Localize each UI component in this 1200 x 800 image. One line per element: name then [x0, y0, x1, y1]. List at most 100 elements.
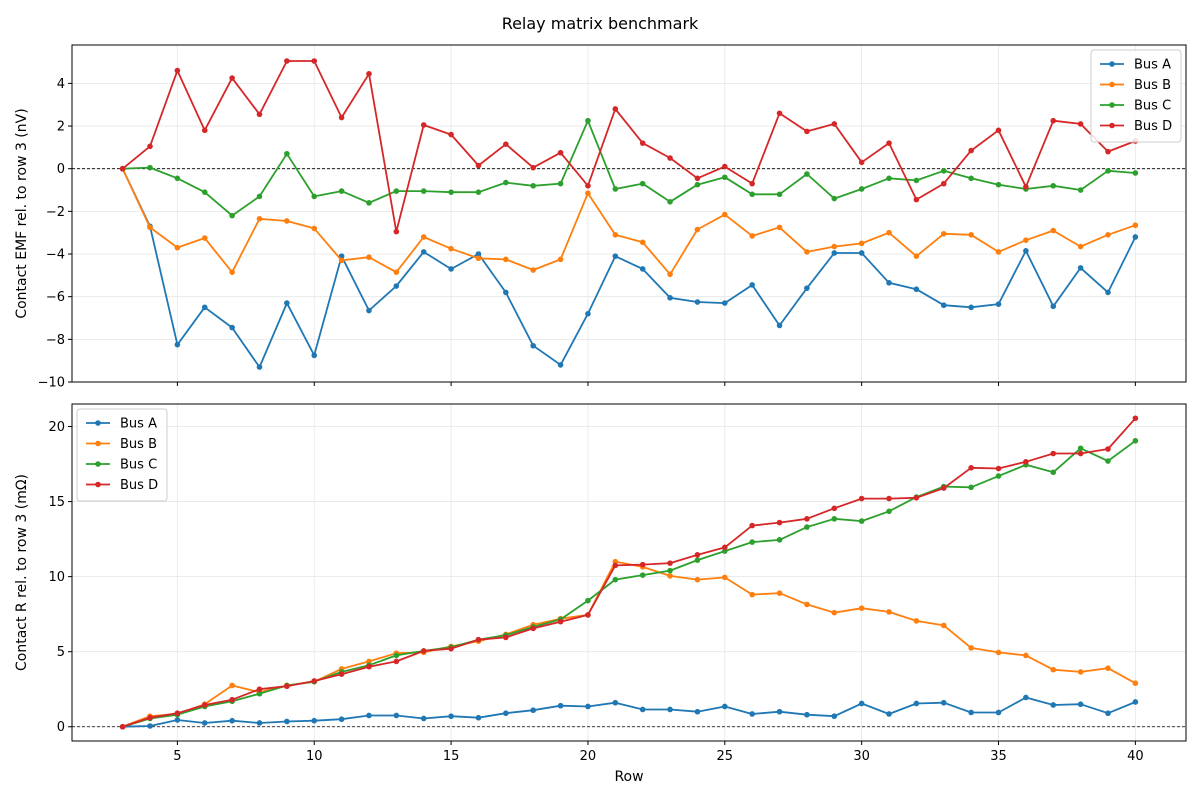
data-point [366, 663, 372, 670]
data-point [1050, 303, 1057, 310]
data-point [639, 180, 646, 187]
data-point [503, 141, 509, 147]
data-point [256, 364, 263, 370]
data-point [1132, 680, 1139, 687]
data-point [1050, 450, 1057, 457]
data-point [749, 180, 755, 187]
x-tick-label: 20 [580, 749, 597, 764]
data-point [530, 182, 537, 189]
series-line-bus-b [122, 560, 1136, 728]
legend-marker [1109, 122, 1115, 129]
data-point [639, 239, 646, 246]
data-point [1050, 469, 1057, 476]
data-point [721, 703, 728, 710]
data-point [1105, 148, 1111, 155]
data-point [366, 70, 372, 77]
data-point [968, 645, 974, 651]
data-point [1132, 170, 1139, 176]
data-point [831, 609, 838, 616]
data-point [694, 175, 701, 182]
data-point [311, 717, 318, 724]
data-point [1077, 445, 1084, 452]
data-point [448, 713, 454, 720]
data-point [913, 618, 920, 624]
data-point [174, 175, 181, 182]
data-point [475, 255, 482, 262]
data-point [995, 249, 1002, 255]
data-point [311, 193, 318, 200]
data-point [284, 218, 290, 224]
data-point [776, 590, 783, 596]
data-point [694, 557, 701, 563]
data-point [721, 544, 728, 551]
x-tick-label: 15 [443, 749, 460, 764]
data-point [256, 193, 263, 200]
series-line-bus-d [122, 417, 1137, 728]
y-tick-label: 2 [57, 120, 65, 135]
data-point [256, 720, 263, 726]
data-point [612, 562, 619, 569]
legend-box [1090, 49, 1182, 143]
data-point [338, 257, 345, 264]
legend-label: Bus D [120, 478, 158, 493]
data-point [913, 700, 920, 707]
data-point [585, 703, 591, 710]
data-point [284, 300, 290, 306]
data-point [585, 182, 591, 189]
series-line-bus-a [121, 168, 1137, 369]
y-tick-label: −8 [46, 333, 65, 348]
data-point [776, 110, 783, 117]
data-point [475, 636, 482, 643]
data-point [995, 709, 1002, 716]
data-point [804, 516, 810, 522]
data-point [858, 700, 865, 707]
data-point [585, 117, 591, 124]
data-point [420, 122, 427, 128]
y-tick-label: 0 [57, 720, 65, 735]
data-point [284, 683, 290, 690]
data-point [1077, 265, 1084, 271]
data-point [694, 299, 701, 305]
data-point [886, 280, 892, 286]
data-point [831, 250, 838, 256]
data-point [776, 224, 783, 231]
data-point [229, 324, 235, 331]
series-line-bus-d [122, 60, 1136, 233]
legend-label: Bus B [120, 437, 157, 452]
data-point [667, 560, 673, 566]
data-point [1077, 243, 1084, 250]
data-point [147, 224, 153, 231]
data-point [147, 164, 153, 171]
data-point [667, 567, 673, 574]
legend-label: Bus C [120, 458, 157, 473]
data-point [420, 648, 427, 654]
data-point [694, 226, 701, 233]
data-point [1132, 699, 1139, 705]
data-point [338, 114, 345, 121]
data-point [1132, 437, 1139, 444]
data-point [858, 186, 865, 192]
y-tick-label: 10 [48, 570, 65, 585]
data-point [1050, 117, 1057, 124]
data-point [393, 658, 400, 665]
data-point [749, 191, 755, 198]
data-point [612, 106, 619, 112]
data-point [1050, 666, 1057, 673]
legend-marker [95, 440, 101, 447]
data-point [201, 189, 208, 195]
data-point [338, 716, 345, 723]
data-point [585, 310, 591, 317]
data-point [366, 712, 372, 719]
data-point [667, 573, 673, 579]
data-point [721, 300, 728, 306]
data-point [968, 709, 974, 716]
data-point [557, 702, 564, 709]
data-point [749, 711, 755, 717]
data-point [776, 537, 783, 543]
data-point [420, 234, 427, 240]
data-point [338, 188, 345, 194]
series-line-bus-c [122, 119, 1136, 217]
data-point [503, 256, 509, 263]
data-point [311, 352, 318, 359]
data-point [448, 245, 454, 252]
